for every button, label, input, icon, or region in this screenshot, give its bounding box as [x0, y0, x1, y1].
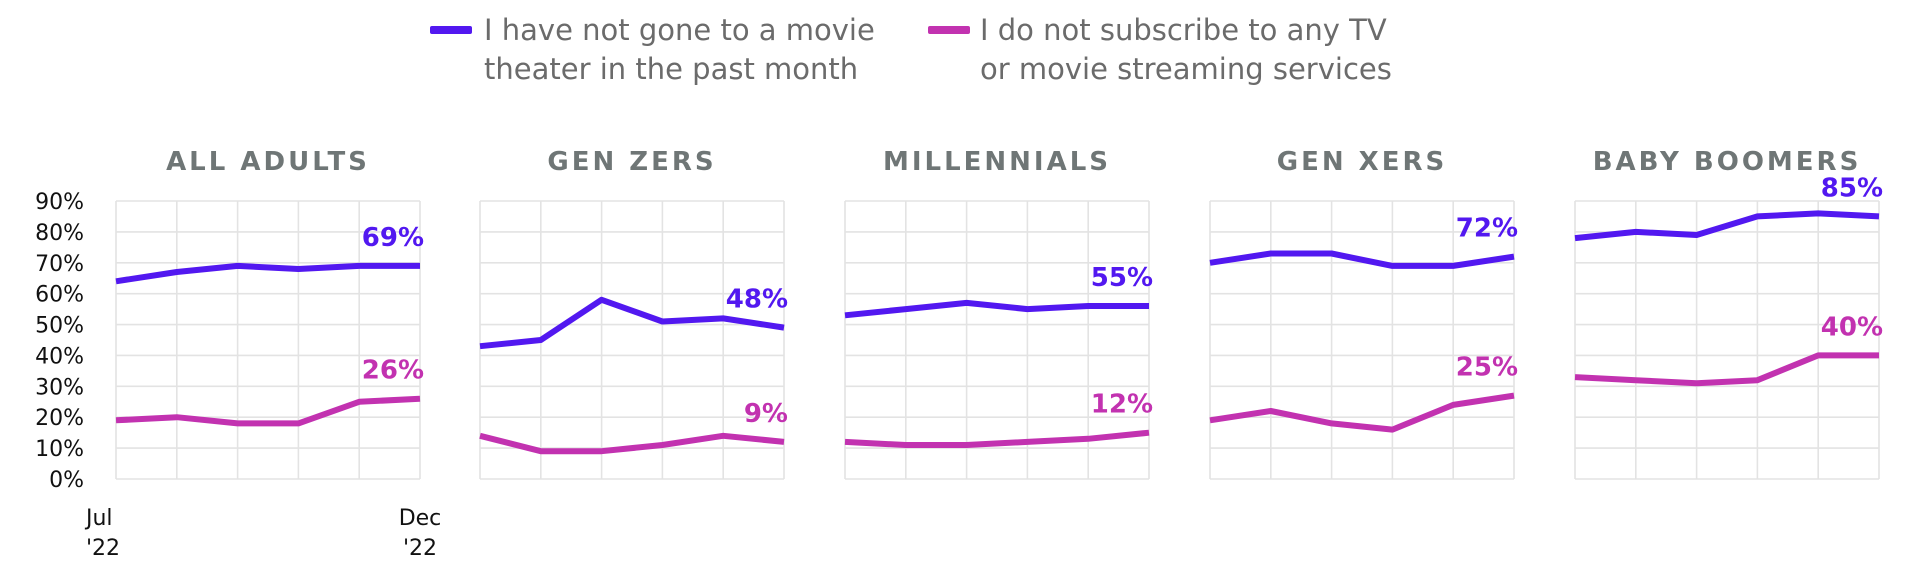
- legend-swatch-movie-theater: [430, 26, 472, 34]
- y-tick-label: 40%: [35, 344, 84, 369]
- end-value-label: 48%: [726, 285, 788, 315]
- end-value-label: 55%: [1091, 263, 1153, 293]
- x-tick-label-last-line2: '22: [403, 536, 437, 561]
- legend-entry-movie-theater: I have not gone to a movie theater in th…: [430, 13, 875, 86]
- y-tick-label: 60%: [35, 283, 84, 308]
- panel: GEN ZERS 48% 9%: [479, 147, 788, 480]
- panel-title: ALL ADULTS: [166, 147, 370, 177]
- y-tick-label: 0%: [49, 468, 84, 493]
- legend: I have not gone to a movie theater in th…: [430, 13, 1392, 86]
- series-line-movie-theater: [1574, 210, 1880, 242]
- y-tick-label: 30%: [35, 375, 84, 400]
- panel-title: MILLENNIALS: [883, 147, 1111, 177]
- x-axis: Jul '22 Dec '22: [84, 506, 441, 561]
- legend-swatch-streaming: [928, 26, 970, 34]
- grid: [1209, 200, 1515, 480]
- series-line-streaming: [1574, 352, 1879, 387]
- series-line-streaming: [115, 395, 421, 427]
- end-value-label: 26%: [362, 356, 424, 386]
- y-axis: 0% 10% 20% 30% 40% 50% 60% 70% 80% 90%: [35, 190, 84, 493]
- series-line-movie-theater: [479, 296, 785, 350]
- series-line-movie-theater: [115, 262, 420, 285]
- end-value-label: 40%: [1821, 312, 1883, 342]
- panel-title: GEN XERS: [1277, 147, 1447, 177]
- x-tick-label-last-line1: Dec: [399, 506, 442, 531]
- end-value-label: 72%: [1456, 214, 1518, 244]
- y-tick-label: 20%: [35, 406, 84, 431]
- grid: [844, 200, 1150, 480]
- panel-title: GEN ZERS: [547, 147, 716, 177]
- end-value-label: 85%: [1821, 173, 1883, 203]
- series-line-streaming: [479, 432, 785, 455]
- panel: GEN XERS 72% 25%: [1209, 147, 1518, 480]
- y-tick-label: 50%: [35, 314, 84, 339]
- y-tick-label: 80%: [35, 221, 84, 246]
- legend-label-streaming-line2: or movie streaming services: [980, 52, 1392, 86]
- series-line-movie-theater: [844, 299, 1149, 319]
- y-tick-label: 70%: [35, 252, 84, 277]
- end-value-label: 69%: [362, 223, 424, 253]
- x-tick-label-first-line2: '22: [86, 536, 120, 561]
- grid: [115, 200, 421, 480]
- y-tick-label: 10%: [35, 437, 84, 462]
- end-value-label: 12%: [1091, 390, 1153, 420]
- legend-label-movie-theater-line1: I have not gone to a movie: [484, 13, 875, 47]
- series-line-streaming: [844, 429, 1150, 448]
- panel: MILLENNIALS 55% 12%: [844, 147, 1153, 480]
- legend-entry-streaming: I do not subscribe to any TV or movie st…: [928, 13, 1392, 86]
- legend-label-streaming-line1: I do not subscribe to any TV: [980, 13, 1387, 47]
- series-line-movie-theater: [1209, 250, 1515, 269]
- panel: ALL ADULTS 69% 26%: [115, 147, 424, 480]
- grid: [1574, 200, 1880, 480]
- legend-label-movie-theater-line2: theater in the past month: [484, 52, 858, 86]
- panel-title: BABY BOOMERS: [1593, 147, 1862, 177]
- end-value-label: 9%: [744, 399, 788, 429]
- end-value-label: 25%: [1456, 353, 1518, 383]
- x-tick-label-first-line1: Jul: [84, 506, 113, 531]
- panels: ALL ADULTS 69% 26% GEN ZERS 48% 9% MILLENNIALS…: [115, 147, 1883, 480]
- series-line-streaming: [1209, 392, 1515, 433]
- y-tick-label: 90%: [35, 190, 84, 215]
